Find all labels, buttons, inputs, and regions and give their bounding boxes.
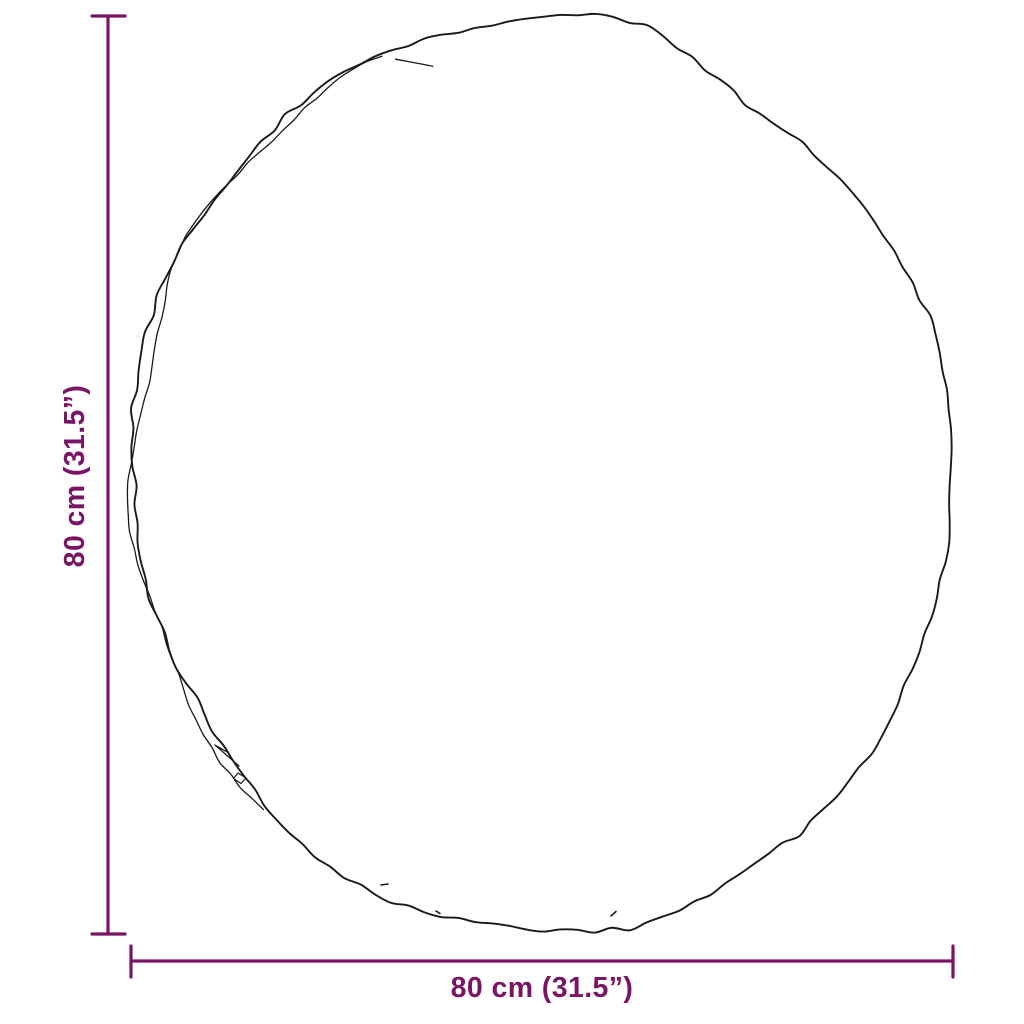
svg-text:80 cm (31.5”): 80 cm (31.5”) xyxy=(451,972,634,1004)
svg-text:80 cm (31.5”): 80 cm (31.5”) xyxy=(59,385,91,568)
